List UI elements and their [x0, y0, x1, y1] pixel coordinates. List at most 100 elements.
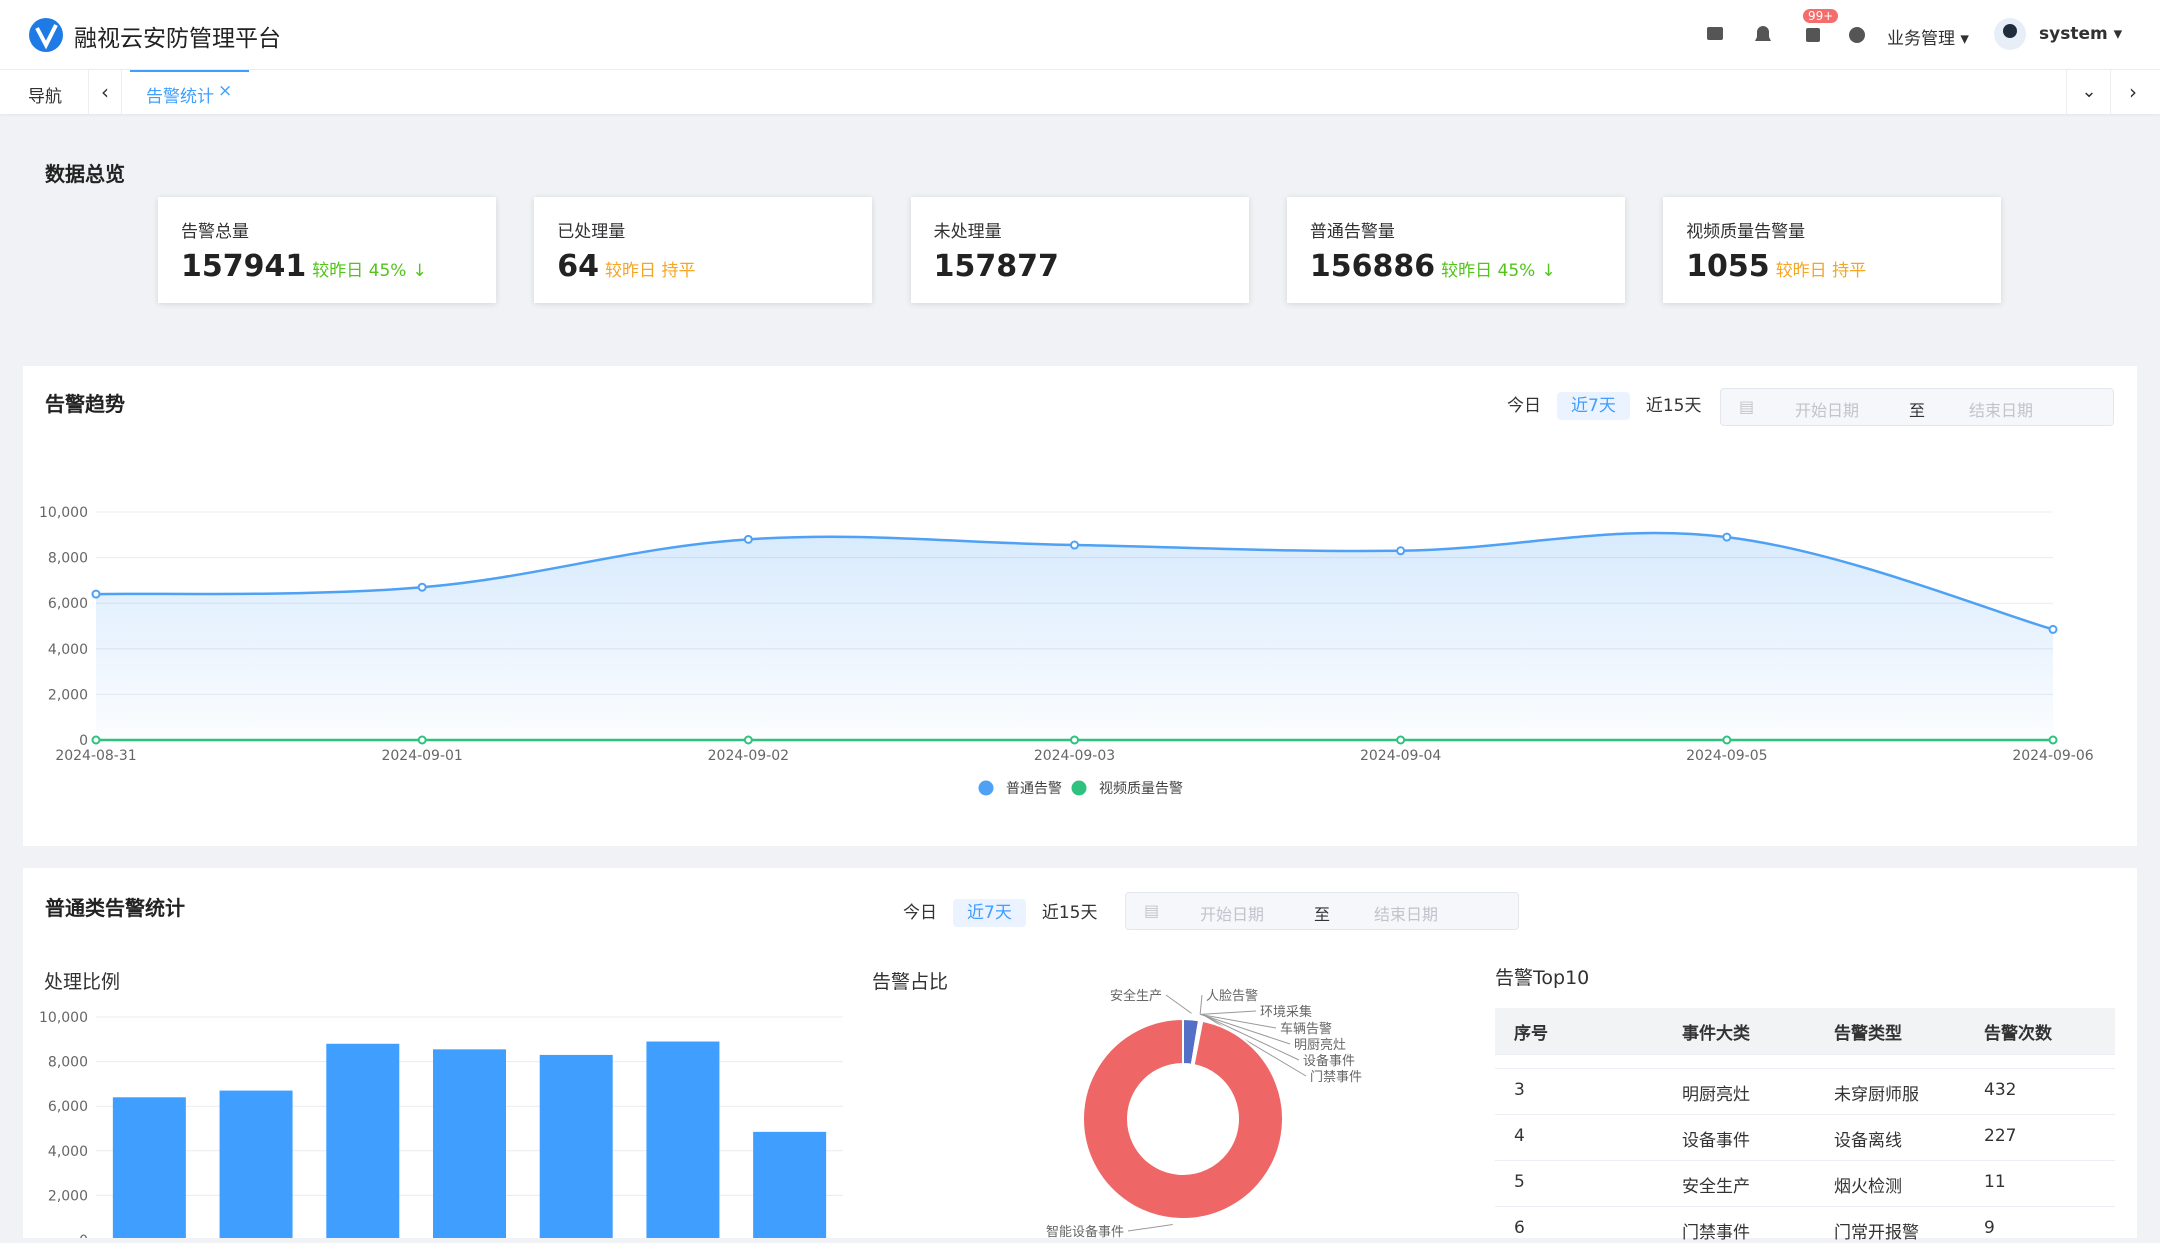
x-tick-label: 2024-09-06: [2012, 748, 2093, 764]
pie-label: 智能设备事件: [1046, 1224, 1124, 1238]
y-tick-label: 4,000: [48, 1144, 88, 1160]
card-value: 1055 较昨日 持平: [1686, 249, 1866, 284]
legend-swatch: [1071, 780, 1087, 796]
point: [1722, 735, 1732, 745]
chart-title: 处理比例: [44, 971, 121, 993]
filters: 今日 近7天 近15天: [889, 898, 1113, 927]
stat-card: 告警总量 157941 较昨日 45% ↓: [158, 197, 496, 303]
date-start: 开始日期: [1795, 401, 1860, 420]
point: [1722, 532, 1732, 542]
x-tick-label: 2024-09-02: [708, 748, 789, 764]
avatar[interactable]: [1993, 17, 2027, 51]
trend-arrow: ↓: [1541, 261, 1556, 281]
tab-prev[interactable]: ‹: [88, 70, 122, 114]
point: [1396, 546, 1406, 556]
y-tick-label: 6,000: [48, 1099, 88, 1115]
stat-card: 普通告警量 156886 较昨日 45% ↓: [1286, 197, 1625, 303]
icon[interactable]: [1707, 27, 1723, 40]
point: [743, 735, 753, 745]
point: [1070, 735, 1079, 745]
card-label: 视频质量告警量: [1686, 222, 1806, 242]
header-icons: [1707, 26, 1865, 43]
card-value: 156886 较昨日 45% ↓: [1310, 249, 1556, 284]
leader-line: [1127, 1224, 1173, 1232]
card-label: 未处理量: [933, 222, 1002, 242]
pie-label: 设备事件: [1303, 1053, 1355, 1069]
active-tab[interactable]: 告警统计 ×: [130, 70, 249, 114]
x-tick-label: 2024-09-05: [1686, 748, 1767, 764]
y-tick-label: 0: [79, 733, 88, 749]
point: [417, 582, 427, 592]
date-range[interactable]: ▤ 开始日期至结束日期: [1720, 388, 2114, 426]
pie-label: 门禁事件: [1310, 1070, 1362, 1085]
leader-line: [1203, 1014, 1307, 1077]
stat-card: 已处理量 64 较昨日 持平: [534, 197, 873, 303]
x-tick-label: 2024-08-31: [55, 748, 136, 764]
point: [743, 534, 753, 544]
column-header: 事件大类: [1682, 1024, 1750, 1044]
legend-swatch: [978, 780, 994, 796]
menu[interactable]: 业务管理 ▾: [1887, 29, 1969, 49]
filter-button[interactable]: 近15天: [1645, 396, 1702, 416]
panel-title: 普通类告警统计: [45, 896, 185, 920]
x-tick-label: 2024-09-04: [1360, 748, 1441, 764]
table-title: 告警Top10: [1495, 967, 1590, 989]
cell: 烟火检测: [1834, 1177, 1902, 1197]
card-number: 1055: [1686, 249, 1770, 284]
leader-line: [1200, 1010, 1257, 1015]
card-number: 64: [557, 249, 600, 284]
card-compare: 较昨日 45%: [312, 261, 407, 281]
y-tick-label: 8,000: [48, 1055, 88, 1071]
leader-line: [1199, 994, 1203, 1015]
leader-line: [1202, 1014, 1300, 1061]
nav-tab[interactable]: 导航: [28, 87, 62, 107]
tab-close[interactable]: ×: [218, 81, 233, 101]
bar: [646, 1041, 720, 1238]
date-end: 结束日期: [1374, 905, 1439, 924]
filter-button[interactable]: 近7天: [1557, 392, 1630, 420]
legend-label: 普通告警: [1006, 781, 1062, 797]
y-tick-label: 2,000: [48, 1188, 88, 1204]
filters: 今日 近7天 近15天: [1493, 391, 1717, 420]
badge: 99+: [1803, 9, 1839, 23]
area: [96, 532, 2053, 740]
user[interactable]: system ▾: [2039, 24, 2123, 44]
point: [91, 735, 101, 745]
tab-bar: 导航 ‹ 告警统计 × ⌄ ›: [0, 70, 2160, 114]
y-tick-label: 10,000: [39, 505, 88, 521]
y-tick-label: 8,000: [48, 551, 88, 567]
column-header: 序号: [1514, 1024, 1548, 1044]
point: [91, 589, 101, 599]
leader-line: [1201, 1014, 1291, 1045]
point: [1070, 540, 1079, 550]
date-to: 至: [1909, 401, 1926, 420]
cell: 4: [1514, 1126, 1525, 1146]
pie-label: 人脸告警: [1206, 988, 1258, 1004]
icon[interactable]: [1806, 28, 1820, 42]
icon[interactable]: [1849, 27, 1865, 43]
leader-line: [1165, 994, 1192, 1014]
filter-button[interactable]: 今日: [903, 903, 937, 923]
tab-menu[interactable]: ⌄: [2066, 70, 2111, 114]
card-label: 普通告警量: [1309, 222, 1395, 242]
cell: 9: [1984, 1218, 1995, 1238]
card-number: 156886: [1309, 249, 1436, 284]
leader-line: [1200, 1013, 1277, 1029]
filter-button[interactable]: 近7天: [953, 899, 1026, 927]
trend-arrow: ↓: [412, 261, 427, 281]
card-compare: 较昨日 45%: [1441, 261, 1536, 281]
date-end: 结束日期: [1969, 401, 2034, 420]
filter-button[interactable]: 今日: [1507, 396, 1541, 416]
active-tab-label: 告警统计: [146, 87, 214, 107]
icon[interactable]: [1755, 26, 1771, 41]
filter-button[interactable]: 近15天: [1041, 903, 1098, 923]
tab-next[interactable]: ›: [2110, 70, 2155, 114]
cell: 5: [1514, 1172, 1525, 1192]
row-divider: [1495, 1068, 2115, 1069]
table-header: [1495, 1008, 2115, 1054]
pie-label: 安全生产: [1110, 988, 1162, 1004]
x-tick-label: 2024-09-01: [381, 748, 462, 764]
pie-label: 环境采集: [1260, 1004, 1312, 1020]
date-range[interactable]: ▤ 开始日期至结束日期: [1125, 892, 1519, 930]
